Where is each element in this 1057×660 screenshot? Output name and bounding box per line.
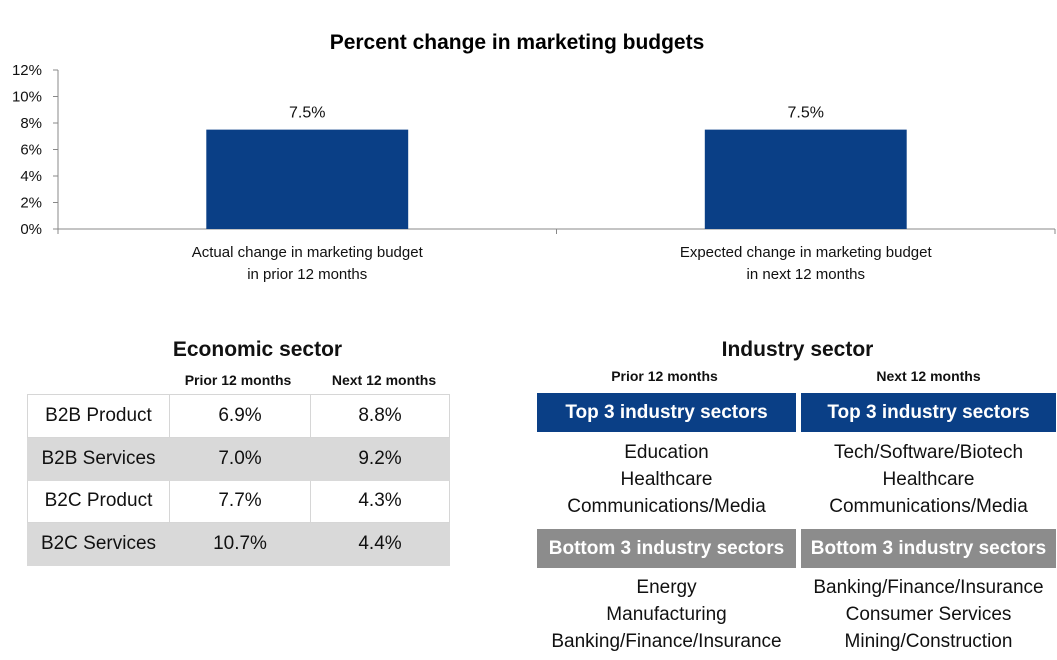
- list-item: Communications/Media: [567, 496, 766, 517]
- y-tick-label: 10%: [12, 89, 42, 106]
- data-label: 7.5%: [788, 105, 824, 122]
- next-bottom-list: Banking/Finance/Insurance Consumer Servi…: [801, 574, 1056, 655]
- next-bottom-band: Bottom 3 industry sectors: [801, 529, 1056, 568]
- y-tick-label: 8%: [20, 115, 42, 132]
- y-tick-label: 0%: [20, 221, 42, 238]
- category-label: Expected change in marketing budget: [680, 244, 933, 261]
- list-item: Communications/Media: [829, 496, 1028, 517]
- row-label: B2C Services: [27, 522, 170, 566]
- list-item: Healthcare: [620, 469, 713, 490]
- category-label: Actual change in marketing budget: [192, 244, 424, 261]
- industry-sector-title: Industry sector: [721, 338, 874, 361]
- next-value: 4.4%: [310, 522, 450, 566]
- y-tick-label: 6%: [20, 142, 42, 159]
- data-label: 7.5%: [289, 105, 325, 122]
- table-row: B2B Services 7.0% 9.2%: [27, 436, 450, 481]
- budget-change-chart: Percent change in marketing budgets 0% 2%…: [12, 31, 1056, 283]
- industry-col-next: Next 12 months: [876, 368, 981, 384]
- economic-sector-title: Economic sector: [172, 338, 343, 361]
- next-value: 9.2%: [310, 436, 450, 481]
- next-top-list: Tech/Software/Biotech Healthcare Communi…: [801, 439, 1056, 520]
- table-row: B2C Product 7.7% 4.3%: [27, 479, 450, 524]
- prior-value: 6.9%: [169, 394, 311, 438]
- prior-top-band: Top 3 industry sectors: [537, 393, 796, 432]
- econ-col-next: Next 12 months: [331, 372, 437, 388]
- prior-bottom-band: Bottom 3 industry sectors: [537, 529, 796, 568]
- row-label: B2B Product: [27, 394, 170, 438]
- row-label: B2C Product: [27, 479, 170, 524]
- table-row: B2B Product 6.9% 8.8%: [27, 394, 450, 438]
- next-value: 8.8%: [310, 394, 450, 438]
- econ-col-prior: Prior 12 months: [184, 372, 292, 388]
- prior-value: 10.7%: [169, 522, 311, 566]
- list-item: Energy: [636, 577, 697, 598]
- economic-sector-table: B2B Product 6.9% 8.8% B2B Services 7.0% …: [27, 394, 450, 566]
- chart-title: Percent change in marketing budgets: [330, 31, 705, 54]
- industry-col-prior: Prior 12 months: [611, 368, 718, 384]
- list-item: Banking/Finance/Insurance: [551, 631, 782, 652]
- y-tick-label: 12%: [12, 62, 42, 79]
- y-tick-label: 4%: [20, 168, 42, 185]
- list-item: Education: [624, 442, 709, 463]
- table-row: B2C Services 10.7% 4.4%: [27, 522, 450, 566]
- next-top-band: Top 3 industry sectors: [801, 393, 1056, 432]
- prior-value: 7.7%: [169, 479, 311, 524]
- y-tick-label: 2%: [20, 195, 42, 212]
- list-item: Consumer Services: [845, 604, 1012, 625]
- bar: [206, 129, 409, 229]
- prior-top-list: Education Healthcare Communications/Medi…: [537, 439, 796, 520]
- category-label: in next 12 months: [747, 266, 865, 283]
- list-item: Tech/Software/Biotech: [833, 442, 1024, 463]
- row-label: B2B Services: [27, 436, 170, 481]
- prior-value: 7.0%: [169, 436, 311, 481]
- list-item: Manufacturing: [606, 604, 727, 625]
- category-label: in prior 12 months: [247, 266, 367, 283]
- next-value: 4.3%: [310, 479, 450, 524]
- list-item: Mining/Construction: [844, 631, 1013, 652]
- prior-bottom-list: Energy Manufacturing Banking/Finance/Ins…: [537, 574, 796, 655]
- bar: [704, 129, 907, 229]
- list-item: Banking/Finance/Insurance: [813, 577, 1044, 598]
- list-item: Healthcare: [882, 469, 975, 490]
